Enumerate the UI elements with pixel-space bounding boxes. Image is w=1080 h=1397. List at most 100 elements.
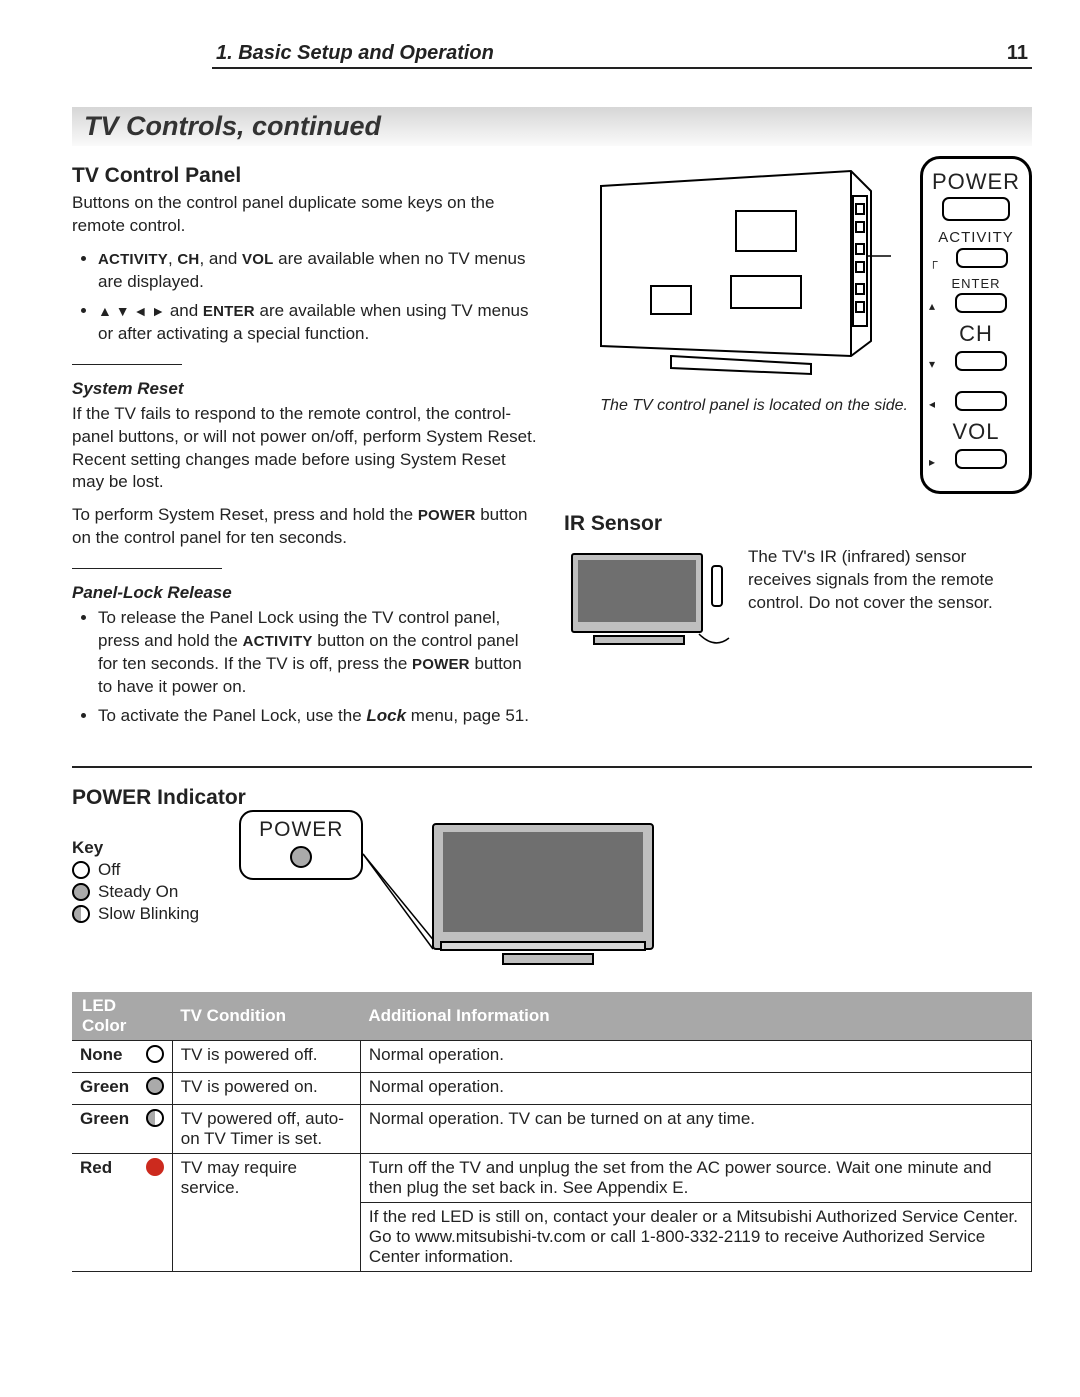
key-steady-row: Steady On [72,882,199,902]
list-item: ▲ ▼ ◄ ► and ENTER are available when usi… [98,300,540,346]
led-color-cell: Green [72,1072,138,1104]
led-color-cell: Green [72,1104,138,1153]
enter-label: ENTER [203,303,255,320]
key-off-row: Off [72,860,199,880]
up-arrow-icon: ▴ [929,299,935,313]
right-arrow-icon: ▸ [929,455,935,469]
condition-cell: TV is powered off. [172,1040,360,1072]
text: menu, page 51. [406,706,529,725]
condition-cell: TV may require service. [172,1153,360,1271]
key-steady-label: Steady On [98,882,178,902]
down-arrow-icon: ▾ [929,357,935,371]
ch-label: CH [177,251,199,268]
tv-panel-caption: The TV control panel is located on the s… [564,397,908,415]
activity-label: ACTIVITY [243,633,313,650]
tv-control-panel-bullets: ACTIVITY, CH, and VOL are available when… [72,248,540,346]
activity-button-icon [956,248,1008,268]
manual-page: 1. Basic Setup and Operation 11 TV Contr… [0,0,1080,1332]
condition-cell: TV powered off, auto-on TV Timer is set. [172,1104,360,1153]
tv-front-ir-icon [564,546,734,656]
system-reset-p2: To perform System Reset, press and hold … [72,504,540,550]
running-title: 1. Basic Setup and Operation [216,42,494,65]
led-steady-icon [146,1077,164,1095]
led-color-cell: None [72,1040,138,1072]
table-header-row: LED Color TV Condition Additional Inform… [72,992,1032,1041]
key-off-label: Off [98,860,120,880]
led-steady-icon [72,883,90,901]
horizontal-divider [72,766,1032,768]
ir-sensor-text: The TV's IR (infrared) sensor receives s… [748,546,1032,615]
info-cell: If the red LED is still on, contact your… [360,1202,1031,1271]
lock-menu-label: Lock [366,706,406,725]
table-row: None TV is powered off. Normal operation… [72,1040,1032,1072]
vol-up-button-icon [955,449,1007,469]
led-off-icon [146,1045,164,1063]
tv-control-panel-intro: Buttons on the control panel duplicate s… [72,192,540,238]
key-blink-row: Slow Blinking [72,904,199,924]
col-led-color: LED Color [72,992,172,1041]
power-indicator-row: Key Off Steady On Slow Blinking POWER [72,814,1032,974]
table-row: Red TV may require service. Turn off the… [72,1153,1032,1202]
key-title: Key [72,838,199,858]
ch-label: CH [929,321,1023,347]
table-row: Green TV powered off, auto-on TV Timer i… [72,1104,1032,1153]
power-label: POWER [929,169,1023,195]
ch-up-row: ▴ [929,291,1023,321]
two-column-layout: TV Control Panel Buttons on the control … [72,156,1032,738]
tv-illustration-row: The TV control panel is located on the s… [564,156,1032,494]
led-blink-icon [146,1109,164,1127]
key-legend: Key Off Steady On Slow Blinking [72,838,199,926]
enter-label: ENTER [929,276,1023,291]
arrow-icons: ▲ ▼ ◄ ► [98,303,165,319]
ir-sensor-row: The TV's IR (infrared) sensor receives s… [564,546,1032,656]
led-icon-cell [138,1153,173,1271]
power-diagram: POWER [239,814,683,974]
led-red-icon [146,1158,164,1176]
col-tv-condition: TV Condition [172,992,360,1041]
right-column: The TV control panel is located on the s… [564,156,1032,738]
short-rule [72,364,182,365]
ch-down-button-icon [955,351,1007,371]
led-icon-cell [138,1104,173,1153]
led-color-cell: Red [72,1153,138,1271]
list-item: To activate the Panel Lock, use the Lock… [98,705,540,728]
activity-row: ┌ [929,246,1023,276]
text: To perform System Reset, press and hold … [72,505,418,524]
power-led-icon [290,846,312,868]
section-banner: TV Controls, continued [72,107,1032,146]
ch-up-button-icon [955,293,1007,313]
vol-up-row: ▸ [929,447,1023,477]
vol-label: VOL [929,419,1023,445]
panel-lock-release-heading: Panel-Lock Release [72,583,540,603]
info-cell: Normal operation. [360,1072,1031,1104]
activity-label: ACTIVITY [929,229,1023,246]
info-cell: Normal operation. TV can be turned on at… [360,1104,1031,1153]
vol-label: VOL [242,251,273,268]
condition-cell: TV is powered on. [172,1072,360,1104]
power-button-icon [942,197,1010,221]
left-arrow-icon: ◂ [929,397,935,411]
short-rule [72,568,222,569]
tv-rear-illustration: The TV control panel is located on the s… [564,156,908,415]
panel-lock-bullets: To release the Panel Lock using the TV c… [72,607,540,728]
control-panel-badge: POWER ACTIVITY ┌ ENTER ▴ CH ▾ ◂ VOL ▸ [920,156,1032,494]
led-status-table: LED Color TV Condition Additional Inform… [72,992,1032,1272]
left-column: TV Control Panel Buttons on the control … [72,156,540,738]
power-label: POWER [418,507,476,524]
info-cell: Turn off the TV and unplug the set from … [360,1153,1031,1202]
vol-down-button-icon [955,391,1007,411]
led-blink-icon [72,905,90,923]
tv-rear-icon [581,156,891,386]
running-header: 1. Basic Setup and Operation 11 [212,42,1032,69]
tv-control-panel-heading: TV Control Panel [72,164,540,188]
power-callout-label: POWER [259,818,343,842]
page-number: 11 [1007,42,1028,65]
led-off-icon [72,861,90,879]
info-cell: Normal operation. [360,1040,1031,1072]
list-item: ACTIVITY, CH, and VOL are available when… [98,248,540,294]
key-blink-label: Slow Blinking [98,904,199,924]
list-item: To release the Panel Lock using the TV c… [98,607,540,699]
ir-sensor-heading: IR Sensor [564,512,1032,536]
led-icon-cell [138,1072,173,1104]
system-reset-p1: If the TV fails to respond to the remote… [72,403,540,495]
